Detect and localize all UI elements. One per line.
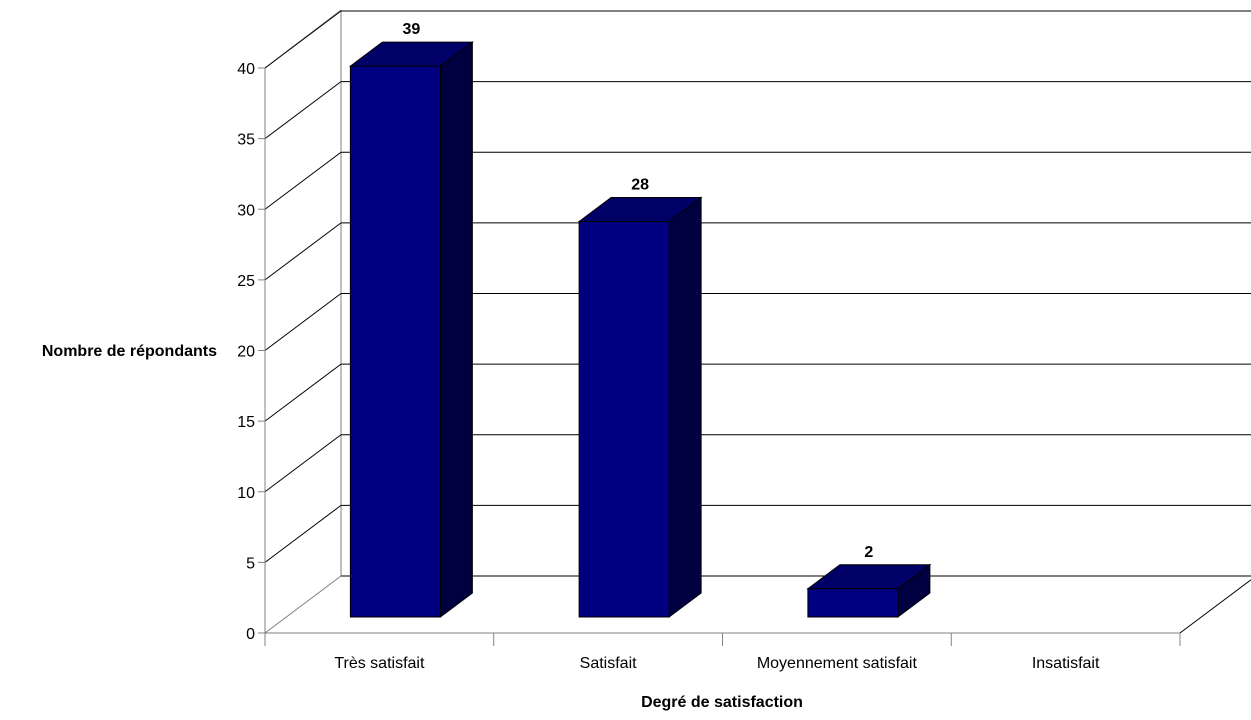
x-axis-title: Degré de satisfaction <box>641 694 803 711</box>
x-category-label: Très satisfait <box>334 655 425 672</box>
bar-data-label: 28 <box>631 177 649 194</box>
bar-side-face <box>668 196 702 618</box>
side-gridline <box>264 363 342 422</box>
side-gridline <box>264 434 342 493</box>
bar-data-label: 2 <box>864 544 873 561</box>
bar <box>806 563 932 618</box>
side-gridline <box>264 293 342 351</box>
y-tick-label: 0 <box>246 626 255 643</box>
side-gridline <box>264 81 342 140</box>
bar <box>348 41 474 618</box>
x-category-label: Satisfait <box>580 655 637 672</box>
labels: 39 28 2 Nombre de répondants Degré de satisf… <box>42 21 874 711</box>
y-tick-label: 30 <box>237 202 255 219</box>
bar <box>577 196 703 618</box>
side-gridline <box>264 151 342 210</box>
x-category-label: Moyennement satisfait <box>757 655 918 672</box>
y-tick-label: 10 <box>237 485 255 502</box>
y-tick-label: 25 <box>237 273 255 290</box>
side-gridline <box>264 504 342 563</box>
bar-front-face <box>349 65 441 618</box>
side-wall-bottom-edge <box>264 575 342 634</box>
y-axis-title: Nombre de répondants <box>42 343 217 360</box>
side-gridline <box>264 10 342 69</box>
y-tick-label: 35 <box>237 132 255 149</box>
bar-front-face <box>578 221 670 618</box>
y-tick-label: 40 <box>237 61 255 78</box>
gridlines <box>264 10 1251 577</box>
x-category-label: Insatisfait <box>1032 655 1100 672</box>
bar-data-label: 39 <box>402 21 420 38</box>
bar-side-face <box>439 41 473 618</box>
y-tick-label: 20 <box>237 344 255 361</box>
y-tick-label: 5 <box>246 555 255 572</box>
floor-right-edge <box>1179 579 1251 634</box>
bar-front-face <box>807 588 899 618</box>
bars <box>348 41 932 618</box>
y-tick-label: 15 <box>237 414 255 431</box>
side-gridline <box>264 222 342 281</box>
axes: 0 5 10 15 20 25 30 35 40 Très satisfait Satisfait M… <box>237 61 1181 672</box>
